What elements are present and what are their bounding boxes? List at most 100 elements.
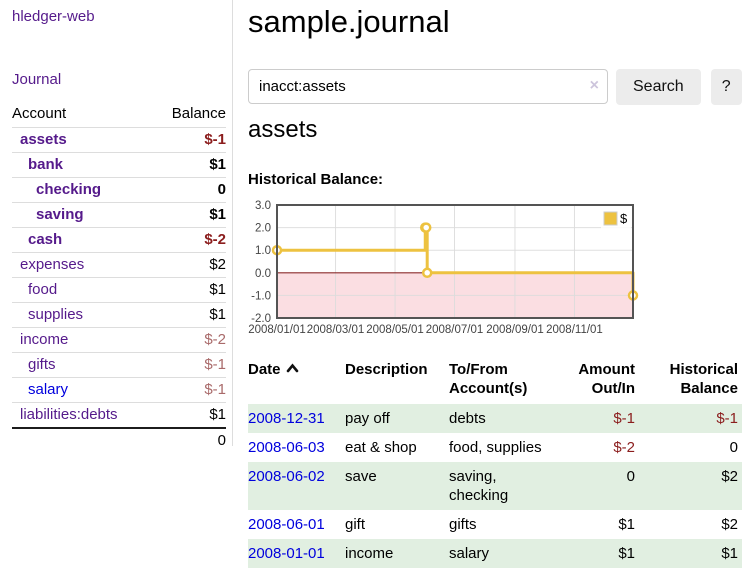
- account-name-cell: supplies: [12, 302, 154, 328]
- account-link-checking[interactable]: checking: [36, 181, 102, 198]
- account-row: saving $1: [12, 202, 226, 228]
- accounts-table: Account Balance assets $-1 bank $1 checking 0…: [12, 102, 226, 453]
- page-title: sample.journal: [248, 4, 450, 39]
- x-tick-label: 2008/09/01: [486, 324, 544, 336]
- account-link-gifts[interactable]: gifts: [28, 356, 56, 373]
- account-title: assets: [248, 116, 318, 143]
- transaction-balance: $1: [721, 545, 738, 562]
- help-button[interactable]: ?: [710, 69, 742, 105]
- transaction-balance: $2: [721, 516, 738, 533]
- account-row: assets $-1: [12, 127, 226, 153]
- account-balance: $-2: [153, 227, 226, 253]
- account-balance: $2: [153, 252, 226, 278]
- account-link-saving[interactable]: saving: [36, 206, 84, 223]
- account-link-expenses[interactable]: expenses: [20, 256, 85, 273]
- column-header-date-label: Date: [248, 361, 281, 378]
- transaction-row: 2008-06-03 eat & shop food, supplies $-2 0: [248, 433, 742, 462]
- account-name-cell: food: [12, 277, 154, 303]
- account-row: liabilities:debts $1: [12, 402, 226, 428]
- search-input[interactable]: [248, 69, 608, 104]
- account-link-liabilities-debts[interactable]: liabilities:debts: [20, 406, 118, 423]
- search-button[interactable]: Search: [616, 69, 701, 105]
- account-name-cell: income: [12, 327, 154, 353]
- column-header-date[interactable]: Date: [248, 358, 345, 404]
- transaction-description: eat & shop: [345, 439, 417, 456]
- account-row: checking 0: [12, 177, 226, 203]
- account-balance: $1: [153, 402, 226, 428]
- transaction-date-link[interactable]: 2008-06-02: [248, 468, 325, 485]
- transaction-description: save: [345, 468, 377, 485]
- x-tick-label: 2008/11/01: [546, 324, 603, 336]
- transaction-date-link[interactable]: 2008-12-31: [248, 410, 325, 427]
- y-tick-label: -2.0: [251, 313, 271, 325]
- sidebar-item-journal[interactable]: Journal: [12, 71, 62, 88]
- account-link-bank[interactable]: bank: [28, 156, 64, 173]
- account-link-assets[interactable]: assets: [20, 131, 67, 148]
- historical-balance-chart: 2008/01/01 2008/03/01 2008/05/01 2008/07/01…: [248, 200, 742, 344]
- account-link-income[interactable]: income: [20, 331, 69, 348]
- sidebar: hledger-web Journal Account Balance asse…: [0, 0, 233, 453]
- transaction-accounts: gifts: [449, 516, 477, 533]
- y-tick-label: 1.0: [255, 245, 271, 257]
- transaction-amount: $1: [618, 516, 635, 533]
- accounts-total-row: 0: [12, 427, 226, 453]
- accounts-header-account: Account: [12, 105, 67, 122]
- account-balance: $1: [153, 202, 226, 228]
- register-header-row: Date Description To/From Account(s) Amou…: [248, 358, 742, 404]
- transaction-row: 2008-01-01 income salary $1 $1: [248, 539, 742, 568]
- account-link-cash[interactable]: cash: [28, 231, 63, 248]
- account-balance: $-1: [153, 352, 226, 378]
- app-title-link[interactable]: hledger-web: [12, 8, 95, 25]
- transaction-balance: 0: [729, 439, 738, 456]
- account-link-supplies[interactable]: supplies: [28, 306, 84, 323]
- transaction-row: 2008-06-02 save saving, checking 0 $2: [248, 462, 742, 510]
- accounts-total-value: 0: [153, 427, 226, 453]
- account-row: food $1: [12, 277, 226, 303]
- y-tick-label: 3.0: [255, 200, 271, 212]
- search-form: × Search ?: [248, 69, 742, 105]
- account-name-cell: expenses: [12, 252, 154, 278]
- account-link-food[interactable]: food: [28, 281, 58, 298]
- transaction-accounts: salary: [449, 545, 490, 562]
- transaction-description: gift: [345, 516, 366, 533]
- y-tick-label: 0.0: [255, 268, 271, 280]
- clear-search-icon[interactable]: ×: [589, 77, 599, 94]
- accounts-header-balance: Balance: [171, 105, 226, 122]
- account-row: income $-2: [12, 327, 226, 353]
- account-name-cell: cash: [12, 227, 154, 253]
- account-name-cell: assets: [12, 127, 154, 153]
- transaction-date-link[interactable]: 2008-06-01: [248, 516, 325, 533]
- search-box: ×: [248, 69, 608, 105]
- account-link-salary[interactable]: salary: [28, 381, 69, 398]
- transaction-accounts: saving, checking: [449, 468, 509, 504]
- account-balance: $-2: [153, 327, 226, 353]
- transaction-description: income: [345, 545, 394, 562]
- transaction-accounts: debts: [449, 410, 486, 427]
- chart-canvas: 2008/01/01 2008/03/01 2008/05/01 2008/07/01…: [248, 200, 639, 336]
- transaction-date-cell: 2008-06-02: [248, 462, 345, 510]
- transaction-row: 2008-12-31 pay off debts $-1 $-1: [248, 404, 742, 433]
- account-balance: $1: [153, 277, 226, 303]
- plot-border: [276, 204, 634, 319]
- transaction-amount: 0: [626, 468, 635, 485]
- column-header-description: Description: [345, 361, 428, 378]
- accounts-header-row: Account Balance: [12, 102, 226, 128]
- account-name-cell: checking: [12, 177, 154, 203]
- transaction-date-link[interactable]: 2008-06-03: [248, 439, 325, 456]
- transaction-row: 2008-06-01 gift gifts $1 $2: [248, 510, 742, 539]
- account-name-cell: saving: [12, 202, 154, 228]
- x-tick-label: 2008/03/01: [307, 324, 365, 336]
- account-row: cash $-2: [12, 227, 226, 253]
- account-balance: $-1: [153, 377, 226, 403]
- column-header-amount: Amount Out/In: [578, 361, 635, 397]
- x-tick-label: 2008/07/01: [426, 324, 484, 336]
- account-row: bank $1: [12, 152, 226, 178]
- transaction-date-link[interactable]: 2008-01-01: [248, 545, 325, 562]
- x-tick-label: 2008/05/01: [366, 324, 424, 336]
- legend-label: $: [620, 211, 628, 226]
- column-header-accounts: To/From Account(s): [449, 361, 528, 397]
- data-point-marker: [420, 222, 432, 233]
- transaction-accounts: food, supplies: [449, 439, 542, 456]
- x-tick-label: 2008/01/01: [248, 324, 306, 336]
- y-tick-label: 2.0: [255, 223, 271, 235]
